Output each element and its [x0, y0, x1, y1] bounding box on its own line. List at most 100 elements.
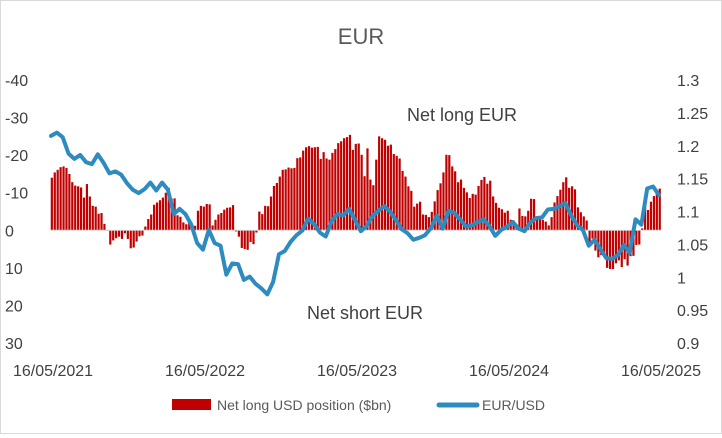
line-series	[49, 130, 661, 297]
bar	[398, 158, 401, 231]
legend-bar-label: Net long USD position ($bn)	[217, 397, 391, 413]
bar	[582, 216, 585, 231]
bar	[635, 230, 638, 245]
bar	[462, 187, 466, 231]
bar	[413, 206, 416, 231]
left-tick-label: 10	[5, 261, 23, 278]
bar	[79, 187, 83, 231]
bar	[465, 192, 468, 231]
bar	[299, 157, 302, 231]
bar	[410, 190, 413, 231]
bar	[77, 186, 80, 231]
bar	[541, 219, 544, 231]
chart-title: EUR	[338, 24, 384, 49]
right-tick-label: 1.25	[677, 106, 708, 123]
bar	[585, 220, 588, 231]
bar	[407, 186, 410, 231]
bar	[117, 230, 121, 237]
bar	[275, 182, 278, 231]
bar	[506, 210, 509, 231]
x-tick-label: 16/05/2022	[165, 363, 245, 380]
bar	[91, 205, 94, 231]
left-tick-label: -10	[5, 186, 28, 203]
bar	[50, 177, 53, 231]
bar	[141, 230, 144, 236]
bar	[527, 210, 530, 231]
bar	[386, 145, 390, 231]
bar	[59, 167, 62, 231]
bar	[603, 230, 606, 254]
bar	[88, 196, 91, 231]
right-tick-label: 1.05	[677, 237, 708, 254]
bar	[123, 230, 126, 234]
bar	[211, 225, 214, 231]
x-axis: 16/05/2021 16/05/2022 16/05/2023 16/05/2024…	[13, 363, 701, 380]
bar	[395, 155, 398, 231]
bar	[129, 230, 132, 249]
bar	[652, 196, 655, 231]
eurusd-line	[49, 130, 661, 297]
bar	[363, 176, 366, 231]
bar	[459, 179, 463, 231]
legend: Net long USD position ($bn) EUR/USD	[172, 397, 545, 413]
right-tick-label: 1	[677, 270, 686, 287]
bar	[56, 169, 59, 231]
bar	[97, 213, 100, 231]
bar	[281, 169, 284, 231]
bar	[351, 149, 354, 231]
bar	[471, 193, 474, 231]
bar	[153, 204, 156, 231]
bar	[100, 213, 103, 231]
bar	[439, 183, 442, 231]
bar	[293, 167, 296, 231]
right-axis: 1.3 1.25 1.2 1.15 1.1 1.05 1 0.95 0.9	[677, 73, 708, 353]
x-tick-label: 16/05/2025	[621, 363, 701, 380]
bar	[357, 143, 360, 231]
bar	[147, 219, 150, 231]
bar	[468, 197, 471, 231]
x-tick-label: 16/05/2021	[13, 363, 93, 380]
bar	[424, 214, 428, 231]
bar	[237, 230, 240, 237]
bar	[477, 185, 480, 231]
bar	[544, 221, 547, 231]
left-tick-label: -30	[5, 111, 28, 128]
bar	[53, 172, 56, 231]
bar	[65, 167, 68, 231]
bar	[588, 230, 591, 244]
annotation-net-short: Net short EUR	[307, 303, 423, 323]
bar	[126, 230, 129, 239]
bar	[655, 193, 658, 231]
bar	[305, 147, 308, 231]
bar	[290, 168, 293, 231]
bar	[185, 224, 188, 231]
bar	[170, 198, 173, 231]
bar	[252, 230, 255, 245]
bar	[208, 204, 211, 231]
bar	[164, 192, 167, 231]
bar	[334, 149, 337, 231]
bar	[196, 210, 200, 231]
bar	[489, 180, 492, 231]
bar	[553, 202, 556, 231]
bar	[243, 230, 246, 250]
bar	[632, 230, 635, 256]
bar	[500, 209, 504, 231]
bar	[188, 222, 191, 231]
bar	[182, 222, 185, 231]
bar	[229, 207, 232, 231]
bar	[442, 172, 445, 231]
left-axis: -40 -30 -20 -10 0 10 20 30	[5, 73, 28, 353]
bar	[538, 219, 542, 231]
bar	[71, 182, 74, 231]
bar	[264, 205, 267, 231]
bar	[150, 214, 153, 231]
left-tick-label: 0	[5, 223, 14, 240]
bar	[641, 228, 644, 231]
bar	[287, 167, 290, 231]
bar	[600, 230, 603, 256]
bar	[109, 230, 112, 245]
right-tick-label: 1.2	[677, 139, 699, 156]
bar	[617, 230, 620, 261]
bar	[261, 214, 264, 231]
